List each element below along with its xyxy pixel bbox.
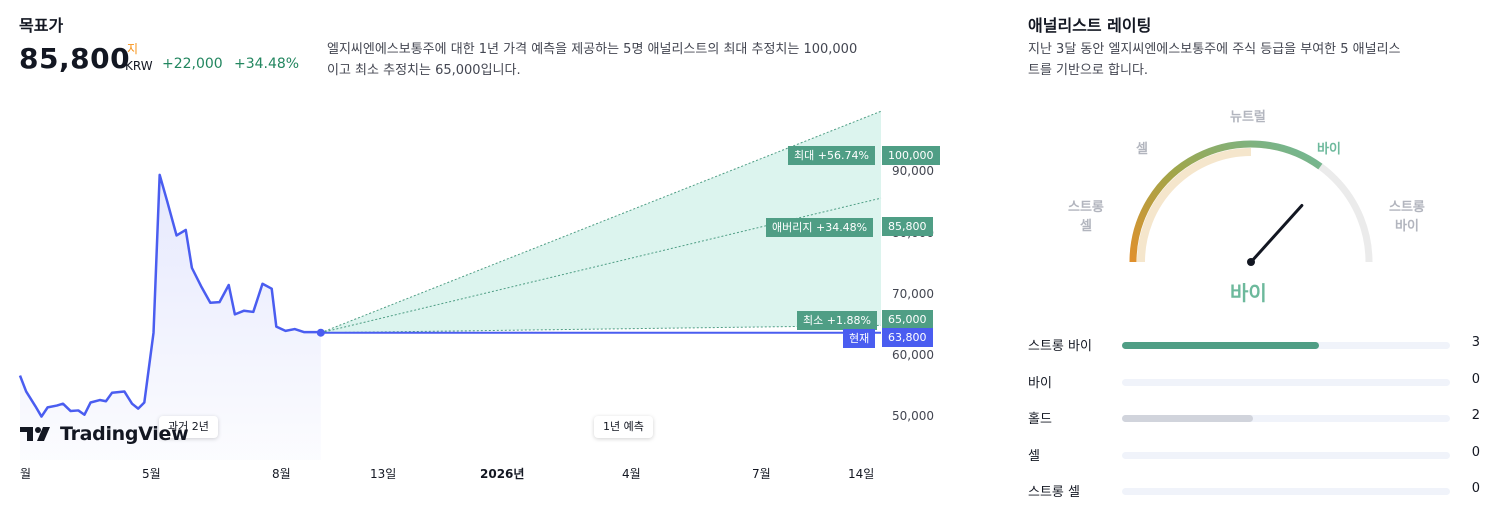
forecast-chart [18, 110, 882, 460]
price-history-line [18, 173, 322, 418]
target-price: 85,800 [19, 42, 131, 75]
x-tick-label: 13일 [370, 467, 397, 481]
target-description-line1: 엘지씨엔에스보통주에 대한 1년 가격 예측을 제공하는 5명 애널리스트의 최… [327, 42, 858, 57]
x-tick-label: 8월 [272, 467, 291, 481]
rating-count: 2 [1471, 408, 1480, 423]
rating-bar-fill [1122, 342, 1319, 349]
past-period-pill[interactable]: 과거 2년 [159, 416, 218, 438]
rating-label: 셀 [1028, 448, 1040, 464]
rating-row: 스트롱 셀 0 [1028, 481, 1480, 501]
x-tick-label: 월 [20, 467, 32, 481]
forecast-max-line [320, 110, 882, 334]
current-price-point [316, 328, 325, 337]
gauge-inner-band [1137, 148, 1252, 263]
x-tick-label: 14일 [848, 467, 875, 481]
max-forecast-tag: 최대 +56.74% [788, 146, 875, 165]
rating-gauge [1129, 140, 1373, 266]
change-absolute: +22,000 [162, 56, 223, 72]
current-price-tag: 현재 [843, 329, 876, 348]
max-forecast-value: 100,000 [882, 146, 940, 165]
rating-bar-track [1122, 488, 1450, 495]
rating-label: 스트롱 바이 [1028, 339, 1092, 354]
currency-superscript: 지 [127, 42, 139, 56]
min-forecast-tag: 최소 +1.88% [797, 311, 877, 330]
forecast-min-line [320, 324, 882, 334]
currency-code: KRW [125, 59, 153, 73]
rating-count: 0 [1471, 481, 1480, 496]
y-tick-label: 90,000 [892, 164, 934, 179]
price-target-panel: 목표가 85,800 지 KRW +22,000 +34.48% 엘지씨엔에스보… [18, 16, 940, 481]
min-forecast-value: 65,000 [882, 310, 933, 329]
analyst-rating-description-line2: 트를 기반으로 합니다. [1028, 63, 1149, 78]
average-forecast-tag: 애버리지 +34.48% [766, 218, 874, 237]
rating-label: 바이 [1028, 375, 1052, 391]
gauge-strong-buy-label: 스트롱 바이 [1389, 200, 1425, 234]
change-percent: +34.48% [234, 56, 300, 72]
tradingview-logo-icon [20, 427, 50, 441]
y-tick-label: 70,000 [892, 286, 934, 301]
price-target-title: 목표가 [19, 16, 64, 35]
gauge-strong-sell-label: 스트롱 셀 [1068, 200, 1104, 234]
forecast-period-pill[interactable]: 1년 예측 [594, 416, 653, 438]
target-description-line2: 이고 최소 추정치는 65,000입니다. [327, 63, 521, 78]
rating-bar-track [1122, 451, 1450, 459]
rating-bar-fill [1122, 415, 1254, 422]
analyst-rating-description-line1: 지난 3달 동안 엘지씨엔에스보통주에 주식 등급을 부여한 5 애널리스 [1028, 42, 1401, 57]
rating-bar-track [1122, 415, 1450, 422]
gauge-fill [1129, 140, 1323, 263]
rating-row: 홀드 2 [1028, 408, 1480, 428]
history-area [20, 174, 321, 460]
gauge-needle [1249, 204, 1304, 264]
tradingview-logo[interactable]: TradingView [20, 423, 189, 445]
gauge-neutral-label: 뉴트럴 [1230, 110, 1266, 125]
x-tick-label: 2026년 [480, 467, 525, 481]
rating-row: 스트롱 바이 3 [1028, 335, 1480, 355]
current-price-value: 63,800 [882, 328, 933, 347]
gauge-needle-hub [1247, 258, 1255, 266]
tradingview-logo-text: TradingView [60, 423, 189, 445]
rating-label: 홀드 [1028, 412, 1052, 427]
y-tick-label: 60,000 [892, 347, 934, 362]
x-tick-label: 4월 [622, 467, 641, 481]
rating-bar-track [1122, 378, 1450, 386]
rating-result: 바이 [1230, 281, 1267, 305]
rating-count: 0 [1471, 444, 1480, 460]
rating-count: 3 [1471, 335, 1480, 350]
x-tick-label: 5월 [142, 467, 161, 481]
gauge-sell-label: 셀 [1136, 142, 1148, 157]
average-forecast-value: 85,800 [882, 217, 933, 236]
gauge-track [1129, 140, 1373, 263]
analyst-rating-title: 애널리스트 레이팅 [1028, 16, 1152, 35]
rating-count: 0 [1471, 371, 1480, 387]
forecast-range-area [320, 111, 881, 333]
y-tick-label: 50,000 [892, 409, 934, 424]
gauge-buy-label: 바이 [1317, 142, 1341, 157]
rating-bar-track [1122, 342, 1450, 349]
rating-label: 스트롱 셀 [1028, 485, 1080, 500]
rating-row: 바이 0 [1028, 372, 1480, 392]
x-tick-label: 7월 [752, 467, 771, 481]
